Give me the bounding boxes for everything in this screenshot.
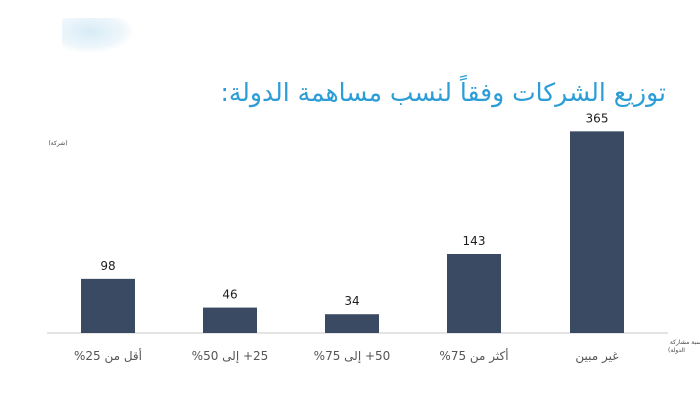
data-label: 34 [344, 294, 359, 308]
bar-marks: 365 غير مبين 143 أكثر من 75% 34 50+ إلى 75% 46… [74, 111, 624, 364]
x-tick-label: 25+ إلى 50% [192, 349, 269, 363]
bar [81, 278, 135, 333]
y-axis-label: (شركة) [48, 140, 67, 147]
bar [325, 314, 379, 333]
data-label: 365 [586, 111, 609, 125]
bar [203, 307, 257, 333]
bar [570, 131, 624, 333]
bar [447, 253, 501, 333]
x-tick-label: 50+ إلى 75% [314, 349, 391, 363]
watermark-logo [62, 18, 132, 52]
data-label: 98 [100, 259, 115, 273]
x-axis-label: (نسبة مشاركة الدولة) [668, 339, 700, 354]
x-tick-label: غير مبين [575, 349, 618, 364]
x-tick-label: أقل من 25% [74, 348, 142, 364]
x-tick-label: أكثر من 75% [439, 348, 508, 364]
data-label: 46 [222, 288, 237, 302]
chart-title: توزيع الشركات وفقاً لنسب مساهمة الدولة: [220, 78, 666, 107]
data-label: 143 [463, 234, 486, 248]
